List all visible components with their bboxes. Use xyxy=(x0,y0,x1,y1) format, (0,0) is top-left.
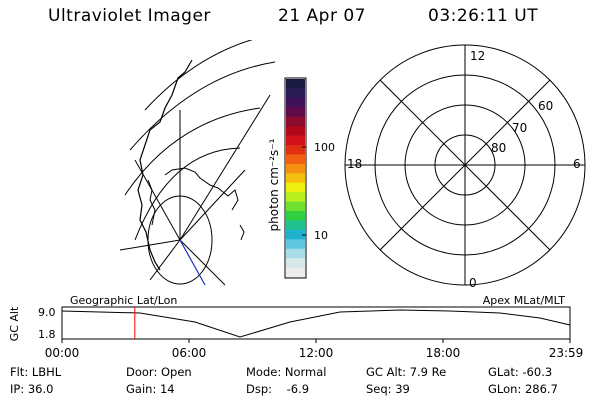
lon-line xyxy=(179,239,226,286)
colorbar-segment xyxy=(286,239,305,250)
lat-circle xyxy=(134,147,241,241)
colorbar-segment xyxy=(286,248,305,259)
colorbar-segment xyxy=(286,182,305,193)
colorbar-segment xyxy=(286,192,305,203)
glon-info: GLon: 286.7 xyxy=(488,382,558,396)
colorbar-unit-label: photon cm⁻²s⁻¹ xyxy=(267,138,281,231)
polar-mlt-6: 6 xyxy=(573,157,581,171)
timeline-xtick-1200: 12:00 xyxy=(299,346,334,360)
timeline-left-label: Geographic Lat/Lon xyxy=(70,294,177,307)
coastline xyxy=(164,167,239,211)
timeline-ylabel: GC Alt xyxy=(8,306,21,341)
colorbar-segment xyxy=(286,267,305,278)
colorbar-segment xyxy=(286,107,305,118)
timeline-ytick-top: 9.0 xyxy=(38,306,56,319)
colorbar-segment xyxy=(286,220,305,231)
polar-lat-70: 70 xyxy=(512,121,527,135)
polar-mlt-18: 18 xyxy=(347,157,362,171)
coastline xyxy=(239,224,245,241)
lat-circle xyxy=(129,61,275,151)
glat-info: GLat: -60.3 xyxy=(488,365,553,379)
colorbar-segment xyxy=(286,135,305,146)
colorbar-segment xyxy=(286,88,305,99)
coastline xyxy=(137,59,193,271)
colorbar-segment xyxy=(286,145,305,155)
colorbar-segment xyxy=(286,97,305,108)
geographic-map xyxy=(119,40,275,286)
seq-info: Seq: 39 xyxy=(366,382,410,396)
time-label: 03:26:11 UT xyxy=(428,6,539,26)
mode-info: Mode: Normal xyxy=(246,365,327,379)
colorbar-segment xyxy=(286,201,305,212)
filter-info: Flt: LBHL xyxy=(10,365,62,379)
coastline xyxy=(147,179,156,226)
timeline-xtick-0000: 00:00 xyxy=(45,346,80,360)
colorbar-frame xyxy=(284,77,307,279)
timeline-ytick-bottom: 1.8 xyxy=(38,328,56,341)
gc-alt-info: GC Alt: 7.9 Re xyxy=(366,365,447,379)
timeline-x-ticks xyxy=(61,339,571,343)
gain-info: Gain: 14 xyxy=(126,382,175,396)
polar-mlt-12: 12 xyxy=(470,49,485,63)
timeline-frame xyxy=(61,306,571,340)
date-label: 21 Apr 07 xyxy=(278,6,366,26)
track-line xyxy=(179,239,206,286)
colorbar-segment xyxy=(286,229,305,240)
colorbar-segment xyxy=(286,258,305,269)
lat-circle xyxy=(124,107,261,196)
polar-diagonal xyxy=(379,79,551,251)
timeline-xtick-0600: 06:00 xyxy=(172,346,207,360)
lon-line xyxy=(179,94,271,241)
instrument-title: Ultraviolet Imager xyxy=(48,6,211,26)
colorbar-segment xyxy=(286,154,305,165)
colorbar-tick-10: 10 xyxy=(314,229,328,242)
altitude-curve xyxy=(61,309,571,338)
lon-line xyxy=(179,169,246,241)
colorbar-segment xyxy=(286,173,305,184)
ip-info: IP: 36.0 xyxy=(10,382,54,396)
dsp-info: Dsp: -6.9 xyxy=(246,382,310,396)
polar-lat-60: 60 xyxy=(538,99,553,113)
lon-line xyxy=(134,159,181,241)
lon-line xyxy=(149,239,181,281)
colorbar xyxy=(286,79,305,278)
colorbar-segment xyxy=(286,116,305,127)
lon-line xyxy=(119,239,181,251)
polar-lat-80: 80 xyxy=(491,141,506,155)
timeline-xtick-1800: 18:00 xyxy=(426,346,461,360)
colorbar-segment xyxy=(286,79,305,89)
polar-plot xyxy=(344,44,586,286)
timeline-xtick-2359: 23:59 xyxy=(549,346,584,360)
timeline-right-label: Apex MLat/MLT xyxy=(483,294,566,307)
colorbar-tick-100: 100 xyxy=(314,141,335,154)
polar-mlt-0: 0 xyxy=(469,276,477,290)
colorbar-segment xyxy=(286,211,305,221)
colorbar-segment xyxy=(286,126,305,137)
lat-circle xyxy=(144,40,253,111)
colorbar-segment xyxy=(286,163,305,174)
colorbar-ticks xyxy=(302,146,306,236)
door-info: Door: Open xyxy=(126,365,192,379)
